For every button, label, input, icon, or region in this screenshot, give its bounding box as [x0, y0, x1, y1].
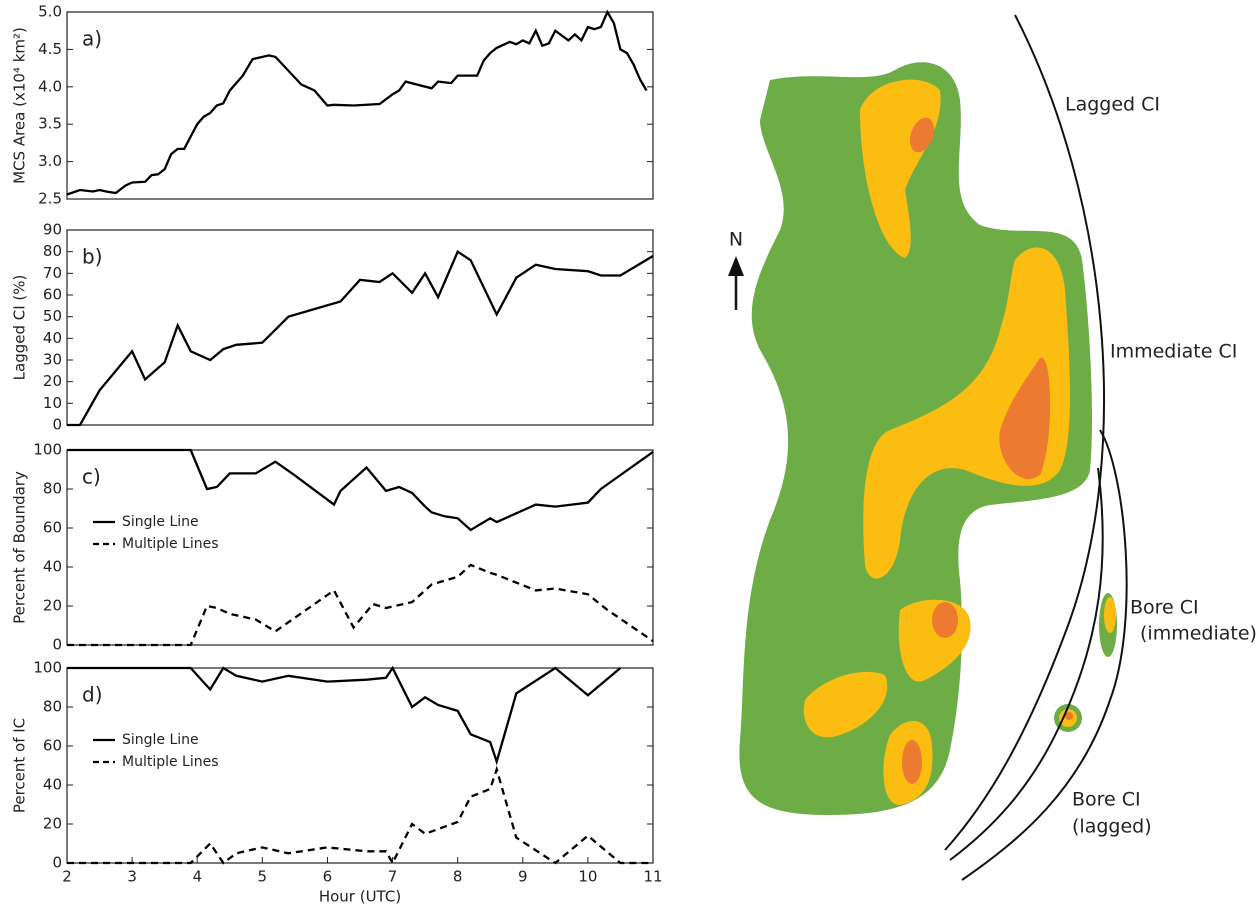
y-tick-label: 3.0: [38, 152, 62, 170]
y-tick-label: 80: [43, 480, 62, 498]
y-tick-label: 0: [52, 636, 62, 654]
bore-cell: [1104, 597, 1116, 633]
x-tick-label: 11: [643, 868, 662, 886]
panel-label: c): [82, 465, 101, 489]
y-tick-label: 100: [33, 441, 62, 459]
y-tick-label: 2.5: [38, 190, 62, 208]
y-tick-label: 3.5: [38, 115, 62, 133]
diagram-label: Immediate CI: [1110, 341, 1237, 363]
y-tick-label: 20: [43, 597, 62, 615]
x-axis-label: Hour (UTC): [319, 888, 401, 906]
x-tick-label: 5: [258, 868, 268, 886]
y-tick-label: 80: [43, 242, 62, 260]
x-tick-label: 9: [518, 868, 528, 886]
echo-core: [932, 602, 958, 638]
y-tick-label: 40: [43, 776, 62, 794]
x-tick-label: 10: [578, 868, 597, 886]
legend-label: Multiple Lines: [122, 536, 219, 552]
x-tick-label: 8: [453, 868, 463, 886]
y-axis-label: Percent of Boundary: [11, 471, 29, 624]
y-tick-label: 40: [43, 329, 62, 347]
data-line: [67, 565, 653, 645]
echo-core: [902, 740, 922, 784]
y-tick-label: 20: [43, 815, 62, 833]
y-tick-label: 60: [43, 519, 62, 537]
diagram-label: Lagged CI: [1065, 94, 1160, 116]
y-tick-label: 5.0: [38, 3, 62, 21]
y-tick-label: 50: [43, 307, 62, 325]
diagram-label: Bore CI: [1072, 789, 1141, 811]
legend-label: Single Line: [122, 732, 199, 748]
y-tick-label: 100: [33, 659, 62, 677]
panel-label: d): [82, 683, 103, 707]
y-tick-label: 40: [43, 558, 62, 576]
diagram-label: (immediate): [1140, 623, 1257, 645]
figure: N Lagged CI Immediate CI Bore CI (immedi…: [0, 0, 1258, 909]
y-tick-label: 70: [43, 264, 62, 282]
y-tick-label: 0: [52, 854, 62, 872]
schematic: N Lagged CI Immediate CI Bore CI (immedi…: [728, 15, 1257, 880]
x-tick-label: 6: [323, 868, 333, 886]
data-line: [67, 12, 647, 195]
x-tick-label: 4: [192, 868, 202, 886]
y-axis-label: MCS Area (x10⁴ km²): [11, 27, 29, 184]
data-line: [67, 769, 653, 863]
y-tick-label: 4.0: [38, 77, 62, 95]
y-tick-label: 0: [52, 416, 62, 434]
diagram-label: Bore CI: [1130, 597, 1199, 619]
y-tick-label: 80: [43, 698, 62, 716]
panel-label: b): [82, 245, 103, 269]
panel-label: a): [82, 27, 102, 51]
x-tick-label: 2: [62, 868, 72, 886]
y-tick-label: 90: [43, 221, 62, 239]
y-axis-label: Percent of IC: [11, 718, 29, 813]
y-tick-label: 30: [43, 351, 62, 369]
plot-frame: [67, 230, 653, 425]
y-tick-label: 60: [43, 286, 62, 304]
x-tick-label: 3: [127, 868, 137, 886]
legend-label: Multiple Lines: [122, 754, 219, 770]
y-tick-label: 4.5: [38, 40, 62, 58]
legend-label: Single Line: [122, 514, 199, 530]
y-tick-label: 10: [43, 394, 62, 412]
data-line: [67, 252, 653, 425]
y-tick-label: 20: [43, 372, 62, 390]
y-axis-label: Lagged CI (%): [11, 275, 29, 381]
x-tick-label: 7: [388, 868, 398, 886]
y-tick-label: 60: [43, 737, 62, 755]
north-arrow-head: [728, 256, 744, 276]
north-label: N: [729, 229, 743, 251]
diagram-label: (lagged): [1072, 816, 1152, 838]
